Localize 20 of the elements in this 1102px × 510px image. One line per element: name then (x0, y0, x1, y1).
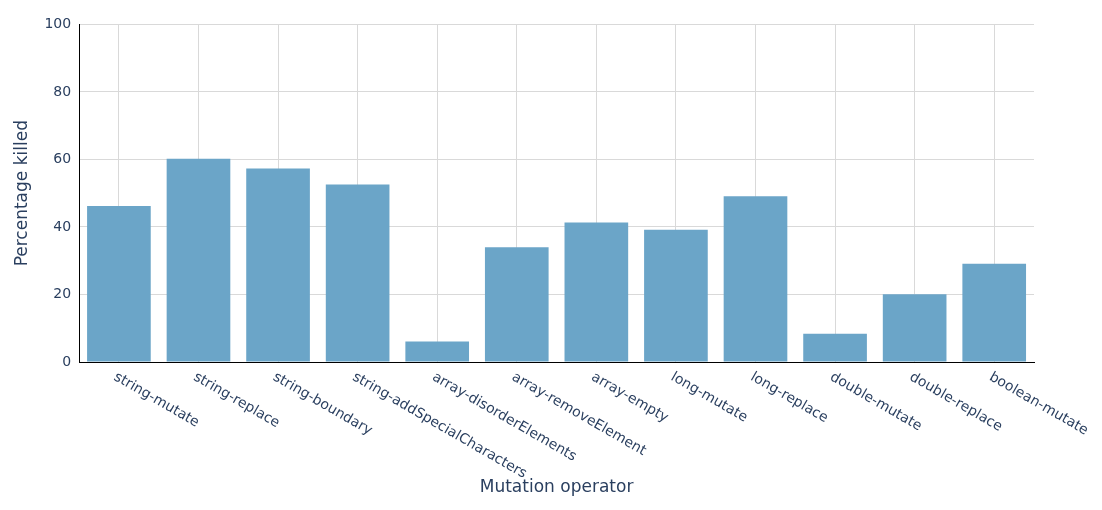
bar (246, 168, 310, 362)
bar (484, 247, 549, 362)
bar (564, 222, 629, 362)
bar (405, 341, 470, 362)
bar (882, 294, 947, 362)
bar (166, 158, 231, 362)
bar (962, 263, 1027, 362)
x-axis-title: Mutation operator (479, 476, 634, 497)
y-tick-label: 80 (53, 82, 72, 99)
y-tick-label: 60 (53, 150, 72, 167)
y-tick-label: 40 (53, 217, 72, 234)
y-tick-label: 0 (62, 352, 72, 369)
bar (325, 184, 390, 362)
y-tick-label: 20 (53, 285, 72, 302)
bar (87, 206, 151, 362)
bar (723, 196, 788, 362)
bar (644, 229, 708, 362)
y-tick-label: 100 (44, 15, 72, 32)
y-axis-title: Percentage killed (10, 120, 31, 267)
bar (803, 333, 867, 362)
